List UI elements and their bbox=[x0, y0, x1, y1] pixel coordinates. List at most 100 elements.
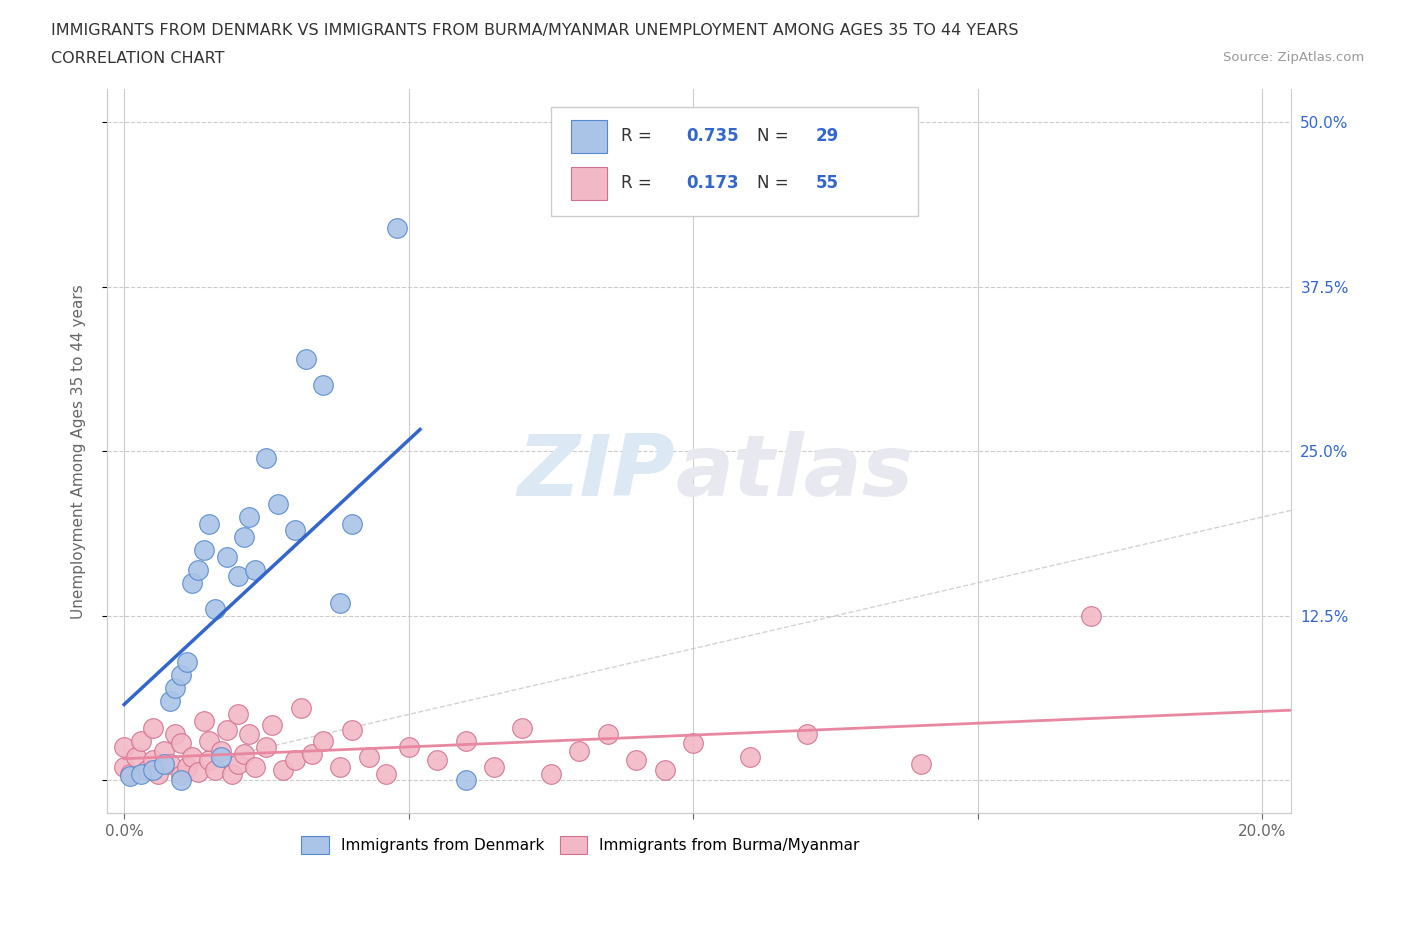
Point bbox=[142, 753, 165, 768]
Point bbox=[124, 749, 146, 764]
Point bbox=[129, 766, 152, 781]
Point bbox=[290, 700, 312, 715]
Point bbox=[129, 734, 152, 749]
Point bbox=[176, 760, 198, 775]
Text: CORRELATION CHART: CORRELATION CHART bbox=[51, 51, 224, 66]
Point bbox=[198, 516, 221, 531]
Point bbox=[170, 773, 193, 788]
Point bbox=[312, 378, 335, 392]
Point bbox=[454, 773, 477, 788]
Point bbox=[512, 720, 534, 735]
Point bbox=[170, 736, 193, 751]
Point bbox=[198, 734, 221, 749]
Point bbox=[540, 766, 562, 781]
Point bbox=[193, 542, 215, 557]
Text: N =: N = bbox=[756, 175, 794, 193]
Point bbox=[340, 723, 363, 737]
Text: N =: N = bbox=[756, 127, 794, 145]
Text: R =: R = bbox=[620, 127, 657, 145]
Point bbox=[254, 740, 277, 755]
Point bbox=[1080, 608, 1102, 623]
Point bbox=[738, 749, 761, 764]
Point bbox=[165, 726, 187, 741]
Point bbox=[193, 713, 215, 728]
Point bbox=[398, 740, 420, 755]
Point bbox=[170, 668, 193, 683]
Text: 29: 29 bbox=[815, 127, 839, 145]
Point bbox=[910, 757, 932, 772]
FancyBboxPatch shape bbox=[571, 120, 606, 153]
Point bbox=[357, 749, 380, 764]
Point bbox=[682, 736, 704, 751]
Point bbox=[284, 523, 307, 538]
Point bbox=[148, 766, 170, 781]
Point bbox=[312, 734, 335, 749]
Point bbox=[176, 655, 198, 670]
FancyBboxPatch shape bbox=[551, 108, 918, 216]
Point bbox=[238, 726, 260, 741]
Point bbox=[209, 744, 232, 759]
Point bbox=[153, 757, 176, 772]
Point bbox=[340, 516, 363, 531]
Point bbox=[273, 763, 295, 777]
Text: 0.173: 0.173 bbox=[686, 175, 738, 193]
Point bbox=[221, 766, 243, 781]
Text: 0.735: 0.735 bbox=[686, 127, 738, 145]
Point bbox=[181, 576, 204, 591]
Point bbox=[204, 763, 226, 777]
Point bbox=[187, 764, 209, 779]
Point bbox=[238, 510, 260, 525]
Point bbox=[482, 760, 505, 775]
Point bbox=[112, 740, 135, 755]
Point bbox=[387, 220, 409, 235]
Text: atlas: atlas bbox=[675, 432, 914, 514]
Point bbox=[426, 753, 449, 768]
Point bbox=[165, 681, 187, 696]
Point bbox=[226, 569, 249, 584]
Point bbox=[187, 563, 209, 578]
Point bbox=[198, 753, 221, 768]
Point bbox=[254, 450, 277, 465]
FancyBboxPatch shape bbox=[571, 167, 606, 200]
Point bbox=[796, 726, 818, 741]
Text: 55: 55 bbox=[815, 175, 839, 193]
Point bbox=[112, 760, 135, 775]
Point bbox=[226, 757, 249, 772]
Point bbox=[284, 753, 307, 768]
Point bbox=[626, 753, 648, 768]
Point bbox=[232, 529, 254, 544]
Point bbox=[295, 352, 318, 366]
Point bbox=[243, 760, 266, 775]
Point bbox=[159, 757, 181, 772]
Point bbox=[329, 760, 352, 775]
Point bbox=[654, 763, 676, 777]
Point bbox=[142, 763, 165, 777]
Point bbox=[118, 766, 141, 781]
Point bbox=[135, 763, 157, 777]
Point bbox=[243, 563, 266, 578]
Point bbox=[329, 595, 352, 610]
Point bbox=[159, 694, 181, 709]
Point bbox=[568, 744, 591, 759]
Point bbox=[262, 718, 284, 733]
Point bbox=[204, 602, 226, 617]
Point bbox=[226, 707, 249, 722]
Point bbox=[153, 744, 176, 759]
Point bbox=[267, 497, 290, 512]
Legend: Immigrants from Denmark, Immigrants from Burma/Myanmar: Immigrants from Denmark, Immigrants from… bbox=[295, 830, 866, 859]
Y-axis label: Unemployment Among Ages 35 to 44 years: Unemployment Among Ages 35 to 44 years bbox=[72, 284, 86, 618]
Point bbox=[374, 766, 396, 781]
Text: Source: ZipAtlas.com: Source: ZipAtlas.com bbox=[1223, 51, 1364, 64]
Point bbox=[170, 767, 193, 782]
Point bbox=[596, 726, 619, 741]
Point bbox=[142, 720, 165, 735]
Text: R =: R = bbox=[620, 175, 657, 193]
Point bbox=[301, 747, 323, 762]
Point bbox=[454, 734, 477, 749]
Point bbox=[118, 769, 141, 784]
Point bbox=[215, 549, 238, 564]
Point bbox=[232, 747, 254, 762]
Point bbox=[215, 723, 238, 737]
Point bbox=[181, 749, 204, 764]
Text: IMMIGRANTS FROM DENMARK VS IMMIGRANTS FROM BURMA/MYANMAR UNEMPLOYMENT AMONG AGES: IMMIGRANTS FROM DENMARK VS IMMIGRANTS FR… bbox=[51, 23, 1018, 38]
